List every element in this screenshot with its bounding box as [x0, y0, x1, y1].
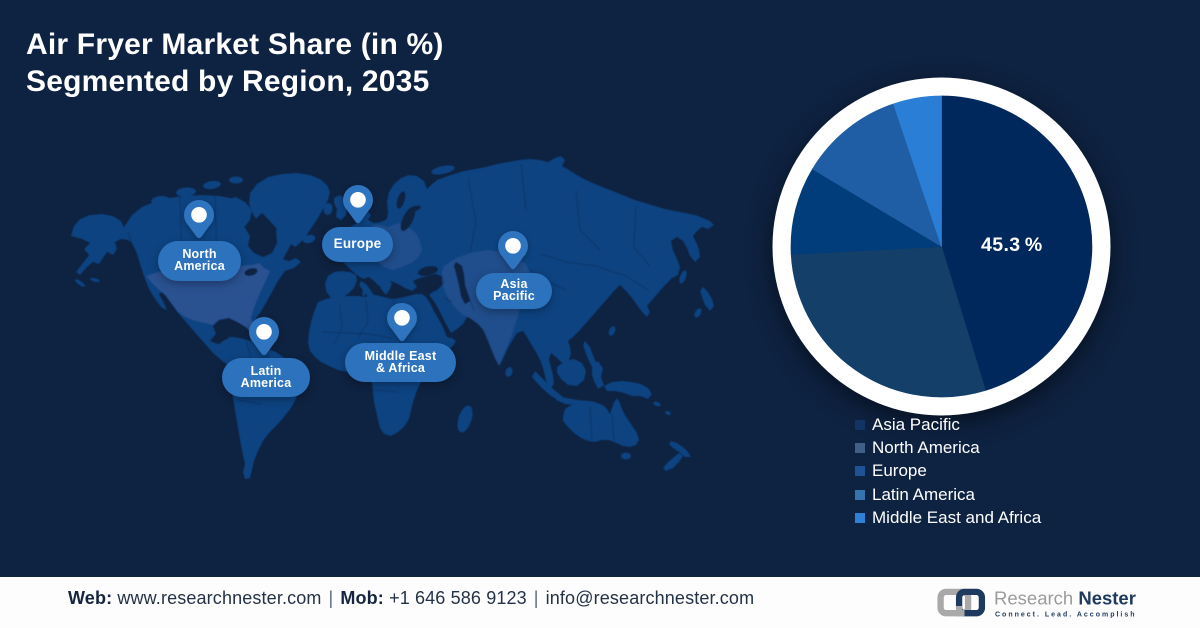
svg-text:Research Nester: Research Nester — [994, 588, 1136, 609]
svg-text:Connect. Lead. Accomplish: Connect. Lead. Accomplish — [995, 612, 1137, 619]
